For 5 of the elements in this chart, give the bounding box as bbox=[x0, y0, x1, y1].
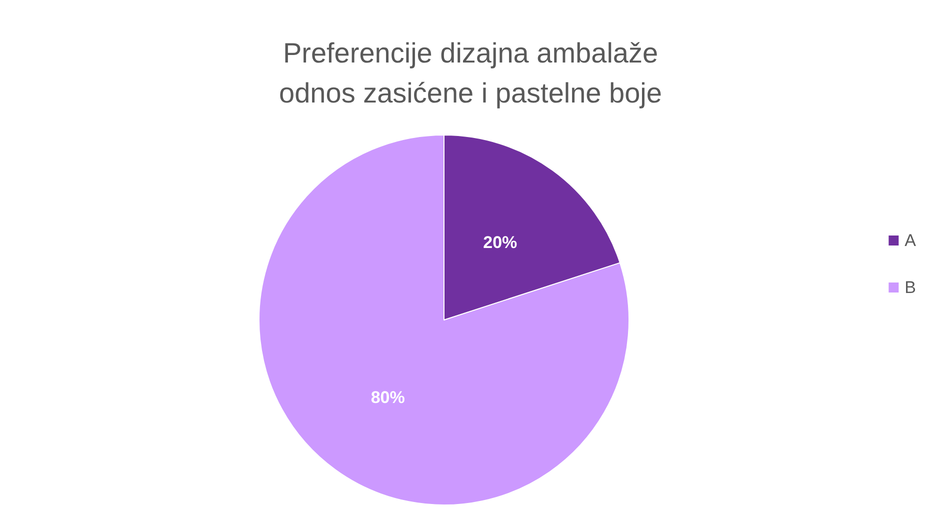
data-label: 20% bbox=[483, 233, 518, 252]
legend-label: A bbox=[904, 231, 917, 250]
chart-title: Preferencije dizajna ambalaže odnos zasićene i pastelne boje bbox=[279, 38, 662, 108]
legend-label: B bbox=[904, 278, 916, 297]
data-label: 80% bbox=[370, 388, 405, 407]
